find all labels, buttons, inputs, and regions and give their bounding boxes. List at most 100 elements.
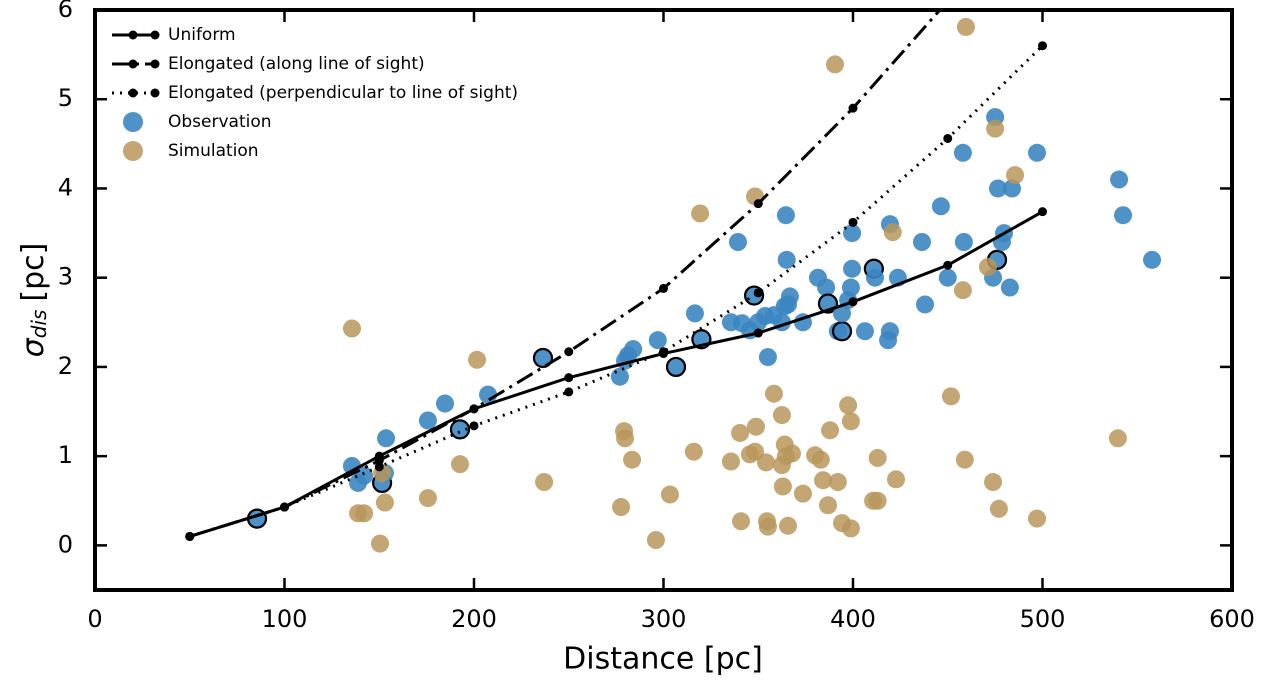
scatter-point — [371, 534, 390, 553]
scatter-point — [780, 287, 799, 306]
scatter-point — [814, 471, 833, 490]
scatter-point — [828, 473, 847, 492]
scatter-point — [941, 387, 960, 406]
line-marker — [564, 387, 574, 397]
scatter-point — [841, 412, 860, 431]
y-label-subscript: dis — [27, 310, 51, 339]
line-marker — [943, 260, 953, 270]
scatter-point — [418, 411, 437, 430]
scatter-point — [764, 384, 783, 403]
scatter-point — [535, 473, 554, 492]
line-marker — [848, 217, 858, 227]
scatter-point — [984, 473, 1003, 492]
legend-label: Uniform — [168, 25, 236, 45]
scatter-point — [841, 278, 860, 297]
scatter-point — [989, 499, 1008, 518]
scatter-point — [728, 233, 747, 251]
line-marker — [1038, 207, 1047, 217]
line-marker — [848, 297, 858, 307]
scatter-point — [821, 421, 840, 440]
scatter-point — [623, 450, 642, 469]
y-tick-label: 0 — [58, 530, 73, 558]
line-marker — [943, 133, 953, 143]
scatter-point — [988, 179, 1007, 198]
scatter-point — [375, 493, 394, 512]
scatter-point — [811, 450, 830, 469]
line-marker — [564, 373, 574, 383]
legend-marker — [150, 30, 160, 40]
scatter-point — [843, 224, 862, 243]
legend-marker — [128, 88, 138, 98]
scatter-point — [1028, 509, 1047, 528]
line-marker — [374, 456, 384, 466]
model-line — [189, 10, 942, 538]
scatter-point — [1028, 143, 1047, 162]
line-marker — [469, 404, 479, 414]
y-tick-label: 4 — [58, 173, 73, 201]
scatter-point — [931, 197, 950, 216]
legend-label: Simulation — [168, 141, 259, 161]
x-tick-label: 100 — [262, 605, 308, 633]
scatter-point — [986, 119, 1005, 138]
legend-marker — [150, 59, 160, 69]
y-label-unit: [pc] — [16, 243, 51, 302]
y-label-symbol: σ — [16, 337, 51, 357]
scatter-point — [865, 268, 884, 287]
scatter-point — [831, 321, 853, 342]
scatter-point — [684, 442, 703, 461]
scatter-point — [1108, 429, 1127, 448]
scatter-point — [342, 319, 361, 338]
scatter-point — [817, 278, 836, 297]
scatter-point — [1002, 179, 1021, 198]
model-line — [189, 44, 1044, 538]
scatter-point — [773, 477, 792, 496]
line-marker — [185, 531, 195, 541]
line-marker — [280, 502, 289, 512]
line-marker — [659, 283, 668, 293]
scatter-point — [758, 517, 777, 536]
line-marker — [374, 462, 384, 472]
line-marker — [848, 103, 858, 113]
scatter-point — [978, 257, 997, 276]
y-axis-label: σdis [pc] — [16, 243, 51, 358]
scatter-point — [616, 429, 635, 448]
scatter-point — [377, 429, 396, 448]
scatter-point — [841, 519, 860, 538]
scatter-point — [436, 394, 455, 413]
line-marker — [564, 347, 574, 357]
scatter-point — [956, 17, 975, 36]
scatter-point — [450, 455, 469, 474]
scatter-point — [912, 233, 931, 251]
scatter-point — [646, 531, 665, 550]
legend-marker — [150, 88, 160, 98]
plot-area — [185, 0, 1162, 553]
scatter-point — [449, 419, 471, 440]
scatter-point — [793, 484, 812, 503]
scatter-point — [839, 396, 858, 415]
scatter-point — [916, 295, 935, 314]
scatter-point — [818, 496, 837, 515]
scatter-point — [1143, 250, 1162, 269]
scatter-point — [757, 453, 776, 472]
scatter-point — [648, 331, 667, 350]
line-marker — [753, 199, 763, 209]
y-tick-label: 2 — [58, 352, 73, 380]
x-tick-label: 200 — [451, 605, 497, 633]
legend-label: Elongated (along line of sight) — [168, 54, 425, 74]
scatter-point — [880, 322, 899, 341]
x-tick-label: 500 — [1020, 605, 1066, 633]
line-marker — [753, 288, 763, 298]
scatter-point — [777, 250, 796, 269]
plot-frame — [93, 8, 1234, 592]
legend-label: Observation — [168, 112, 272, 132]
scatter-point — [355, 504, 374, 523]
scatter-point — [772, 406, 791, 425]
scatter-point — [776, 206, 795, 225]
scatter-point — [746, 417, 765, 436]
model-line — [189, 210, 1044, 538]
line-marker — [943, 0, 952, 6]
y-tick-label: 3 — [58, 263, 73, 291]
line-marker — [469, 421, 479, 431]
scatter-point — [868, 448, 887, 467]
